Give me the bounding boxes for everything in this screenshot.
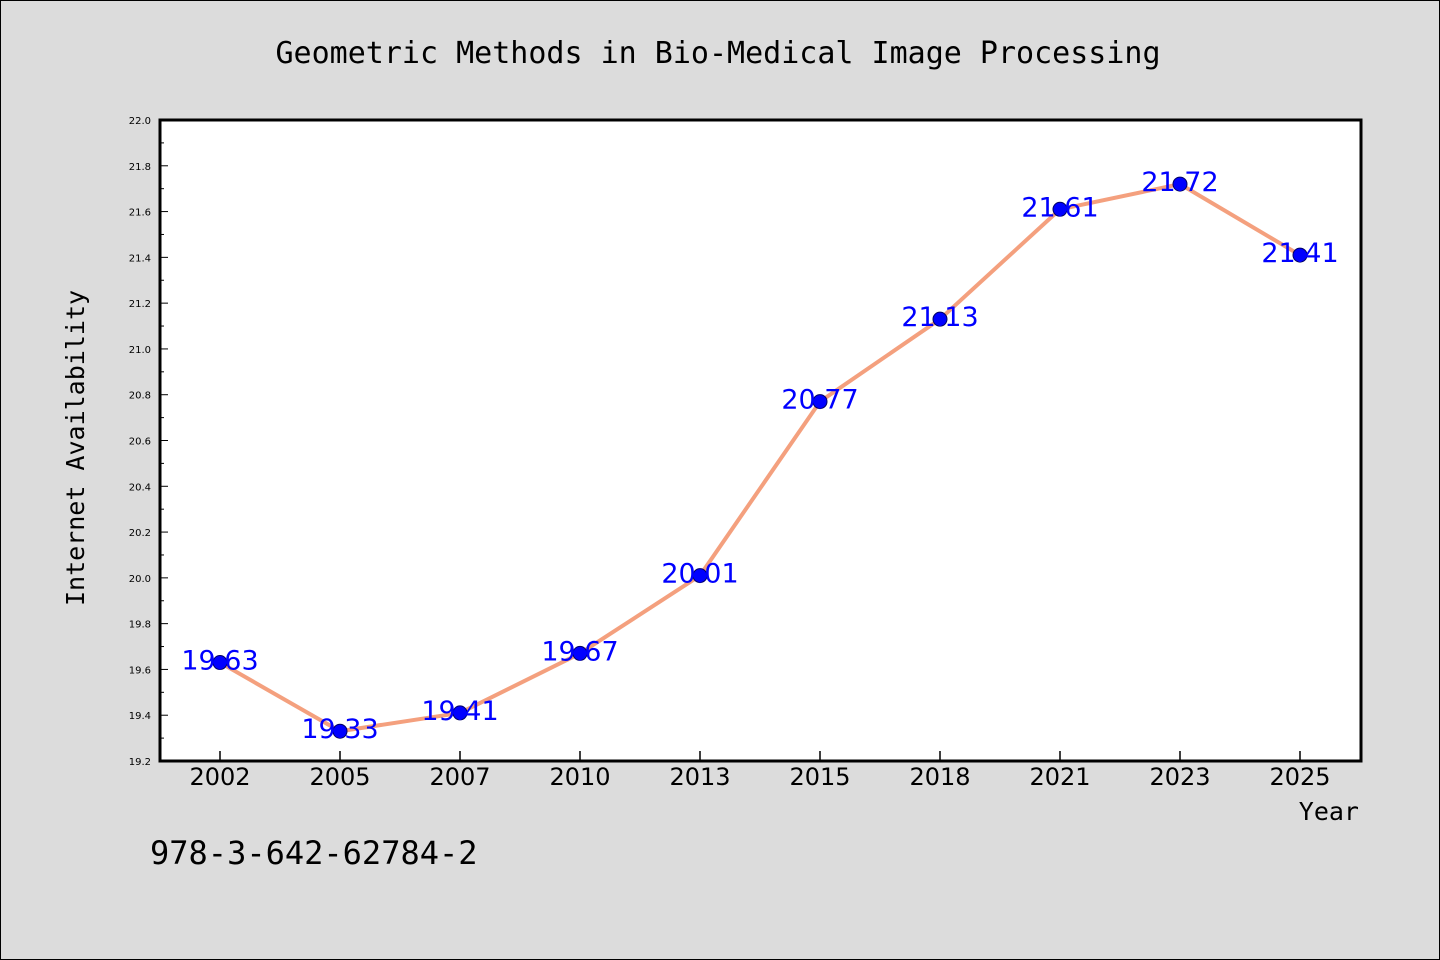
x-tick-label: 2025 <box>1269 763 1330 791</box>
data-point <box>452 705 468 721</box>
y-tick-label: 21.2 <box>129 299 151 310</box>
data-labels: 19.63 19.33 19.41 19.67 20.01 20.77 21.13 21.61… <box>181 167 1338 745</box>
plot-area <box>158 118 1363 763</box>
data-label: 19.63 <box>181 646 258 677</box>
data-label: 21.13 <box>901 302 978 333</box>
x-tick-label: 2013 <box>669 763 730 791</box>
series-line-group <box>212 176 1308 739</box>
data-label: 21.41 <box>1261 238 1338 269</box>
data-point <box>1052 201 1068 217</box>
y-tick-label: 20.4 <box>129 482 151 493</box>
x-tick-label: 2005 <box>309 763 370 791</box>
x-tick-label: 2010 <box>549 763 610 791</box>
data-label: 21.72 <box>1141 167 1218 198</box>
x-tick-label: 2023 <box>1149 763 1210 791</box>
data-point <box>692 568 708 584</box>
y-tick-label: 19.4 <box>129 711 151 722</box>
y-tick-label: 21.4 <box>129 253 151 264</box>
data-label: 21.61 <box>1021 192 1098 223</box>
y-axis: 19.2 19.4 19.6 19.8 20.0 20.2 20.4 20.6 20.8 21.0… <box>129 116 168 768</box>
y-tick-label: 21.8 <box>129 162 151 173</box>
y-axis-label: Internet Availability <box>61 290 90 606</box>
y-tick-label: 19.2 <box>129 757 151 768</box>
data-point <box>932 311 948 327</box>
y-tick-label: 19.6 <box>129 665 151 676</box>
x-axis-label: Year <box>1299 797 1359 826</box>
x-axis: 2002 2005 2007 2010 2013 2015 2018 2021 2023 2025 <box>189 751 1331 791</box>
data-label: 20.77 <box>781 385 858 416</box>
y-tick-label: 22.0 <box>129 116 151 127</box>
x-tick-label: 2007 <box>429 763 490 791</box>
data-label: 19.41 <box>421 696 498 727</box>
data-point <box>812 394 828 410</box>
data-point <box>1292 247 1308 263</box>
data-label: 19.33 <box>301 714 378 745</box>
x-tick-label: 2018 <box>909 763 970 791</box>
x-tick-label: 2015 <box>789 763 850 791</box>
isbn-text: 978-3-642-62784-2 <box>150 834 478 872</box>
y-tick-label: 19.8 <box>129 620 151 631</box>
series-line <box>218 182 1302 734</box>
y-tick-label: 20.8 <box>129 391 151 402</box>
data-label: 19.67 <box>541 636 618 667</box>
x-tick-label: 2021 <box>1029 763 1090 791</box>
data-label: 20.01 <box>661 559 738 590</box>
y-tick-label: 20.6 <box>129 437 151 448</box>
data-point <box>1172 176 1188 192</box>
chart-title: Geometric Methods in Bio-Medical Image P… <box>275 36 1160 71</box>
data-point <box>212 655 228 671</box>
y-tick-label: 21.6 <box>129 208 151 219</box>
y-tick-label: 20.2 <box>129 528 151 539</box>
x-tick-label: 2002 <box>189 763 250 791</box>
y-tick-label: 21.0 <box>129 345 151 356</box>
data-point <box>572 645 588 661</box>
data-point <box>332 723 348 739</box>
y-tick-label: 20.0 <box>129 574 151 585</box>
